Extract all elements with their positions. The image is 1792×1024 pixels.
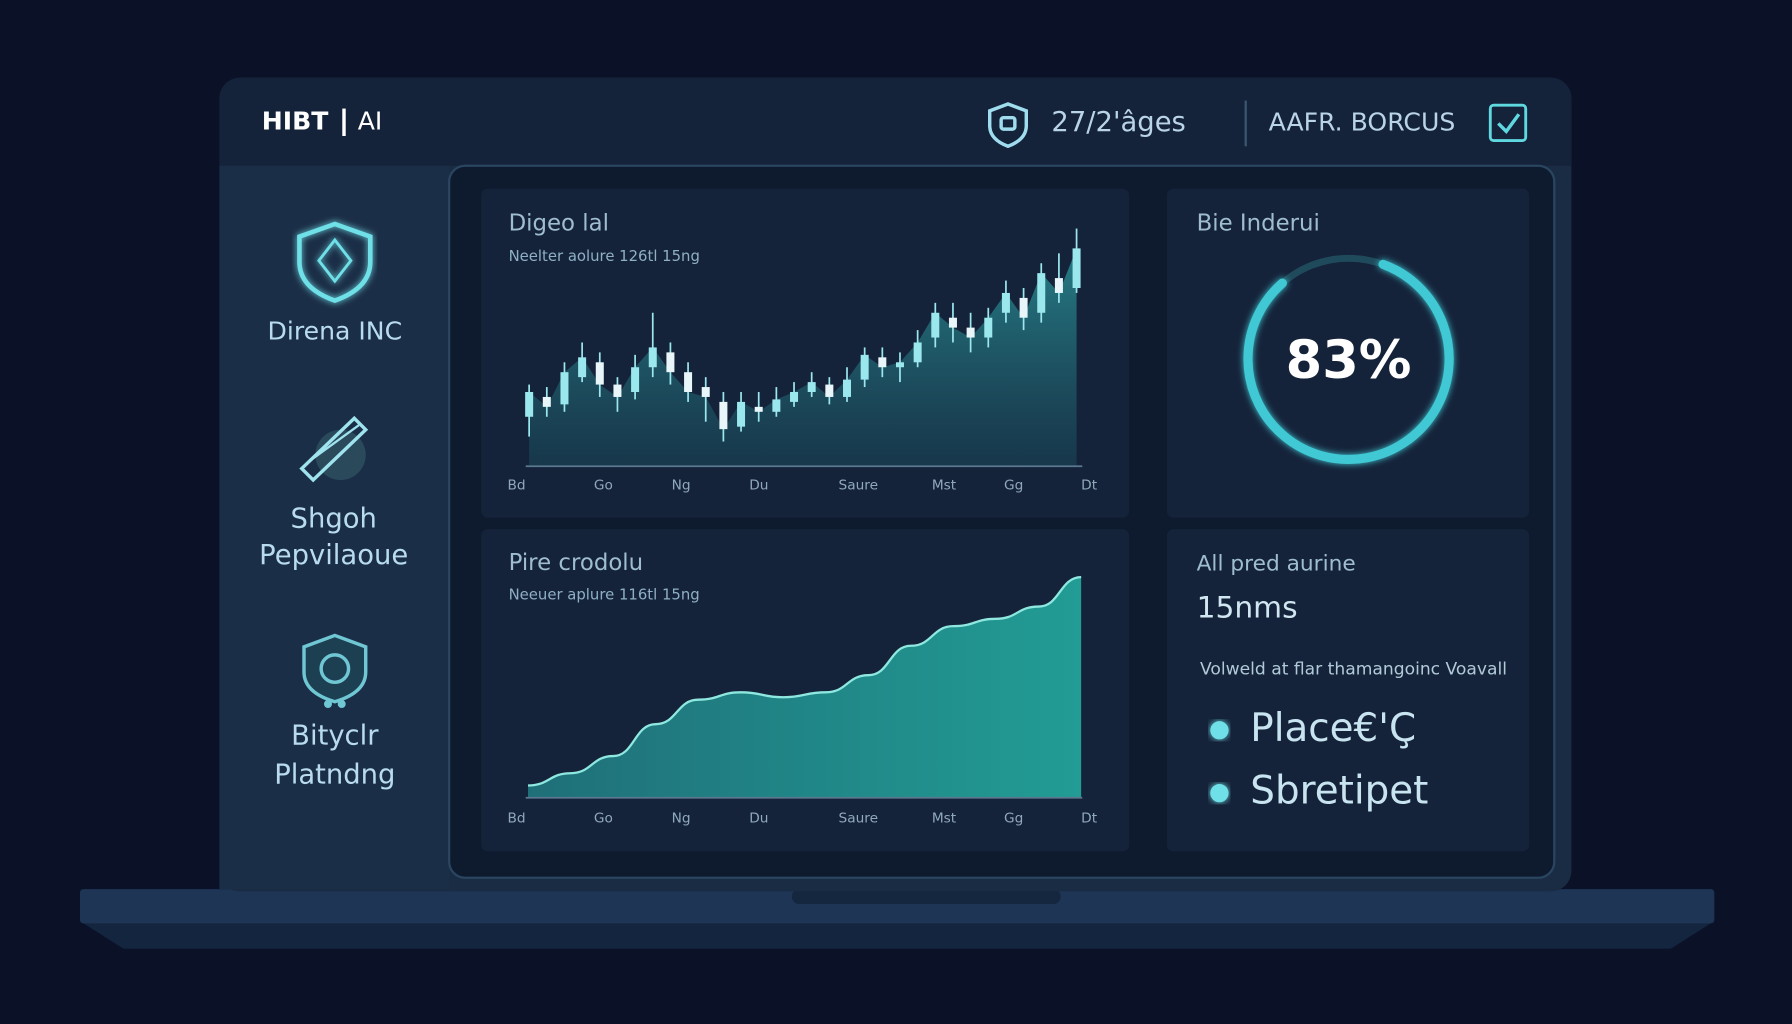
candle-body (878, 357, 887, 368)
candle-body (578, 357, 587, 378)
sidebar-label[interactable]: Direna INC (268, 317, 403, 346)
chart-title: Digeo lal (509, 210, 609, 236)
x-tick-label: Du (749, 478, 768, 494)
bullet (1210, 783, 1229, 803)
sidebar (219, 165, 450, 890)
candle-body (560, 372, 569, 405)
candle-body (931, 312, 940, 338)
candle-body (719, 401, 728, 430)
candle-body (666, 352, 675, 373)
candle-body (1037, 273, 1046, 313)
candle-body (1019, 297, 1028, 318)
candle-body (843, 379, 852, 397)
x-tick-label: Gg (1004, 478, 1023, 494)
candle-body (807, 382, 816, 392)
candle-body (772, 399, 781, 412)
x-tick-label: Mst (932, 478, 957, 494)
candle-body (684, 372, 693, 392)
x-tick-label: Saure (839, 478, 879, 494)
candle-body (1072, 248, 1081, 288)
candle-body (525, 391, 534, 417)
sidebar-icon (299, 415, 369, 483)
candle-body (984, 317, 993, 338)
candle-body (613, 384, 622, 397)
gauge-title: Bie Inderui (1197, 210, 1320, 236)
area-line (527, 575, 1082, 787)
check-mark (1497, 113, 1521, 135)
x-tick-label: Ng (672, 810, 691, 826)
stats-title: All pred aurine (1197, 552, 1356, 577)
x-tick-label: Bd (508, 810, 526, 826)
x-tick-label: Dt (1081, 478, 1098, 494)
header-bar (219, 77, 1572, 166)
candle-body (542, 396, 551, 407)
chart-subtitle: Neelter aolure 126tl 15ng (509, 247, 700, 265)
candle-body (860, 354, 869, 380)
date: 27/2'âges (1051, 107, 1185, 138)
brand-suffix: AI (358, 106, 383, 135)
laptop-base-edge (79, 921, 1715, 949)
laptop-base (79, 889, 1715, 924)
shield-icon (987, 102, 1028, 149)
candle-body (754, 406, 763, 412)
sidebar-icon (302, 633, 368, 708)
x-tick-label: Dt (1081, 810, 1098, 826)
candle-body (948, 317, 957, 328)
bullet (1210, 721, 1229, 740)
x-tick-label: Ng (672, 478, 691, 494)
candle-body (737, 401, 746, 427)
candle-body (825, 384, 834, 397)
stats-value: 15nms (1197, 591, 1298, 626)
gauge-arc (1243, 259, 1454, 464)
sidebar-icon (297, 221, 373, 303)
stats-note: Volweld at flar thamangoinc Voavall (1200, 660, 1507, 680)
user-name[interactable]: AAFR. BORCUS (1269, 107, 1456, 136)
x-tick-label: Go (594, 810, 613, 826)
close-area (529, 248, 1077, 467)
x-tick-label: Mst (932, 810, 957, 826)
x-tick-label: Gg (1004, 810, 1023, 826)
candle-body (913, 342, 922, 363)
x-tick-label: Go (594, 478, 613, 494)
stats-item[interactable]: Place€'Ç (1250, 706, 1416, 751)
stats-item[interactable]: Sbretipet (1250, 769, 1428, 814)
x-tick-label: Du (749, 810, 768, 826)
chart-subtitle: Neeuer aplure 116tl 15ng (509, 585, 700, 603)
candle-body (895, 362, 904, 368)
area (527, 577, 1082, 798)
sidebar-label[interactable]: Bityclr (291, 721, 379, 752)
x-tick-label: Saure (839, 810, 879, 826)
checkbox[interactable] (1488, 103, 1528, 142)
sidebar-label[interactable]: Pepvilaoue (259, 540, 408, 571)
x-tick-label: Bd (508, 478, 526, 494)
candle-body (648, 347, 657, 368)
sidebar-label[interactable]: Shgoh (291, 503, 377, 534)
laptop-notch (791, 889, 1061, 904)
candle-body (966, 327, 975, 338)
sidebar-label[interactable]: Platndng (274, 759, 395, 790)
candle-body (1054, 278, 1063, 293)
gauge-value: 83% (1286, 330, 1412, 391)
candle-body (701, 387, 710, 397)
brand: HIBT (262, 106, 329, 135)
panel (1166, 529, 1530, 852)
chart-title: Pire crodolu (509, 550, 644, 576)
panel (1166, 188, 1530, 518)
candle-body (1001, 292, 1010, 313)
candle-body (631, 367, 640, 392)
candle-body (790, 391, 799, 402)
candle-body (595, 362, 604, 385)
